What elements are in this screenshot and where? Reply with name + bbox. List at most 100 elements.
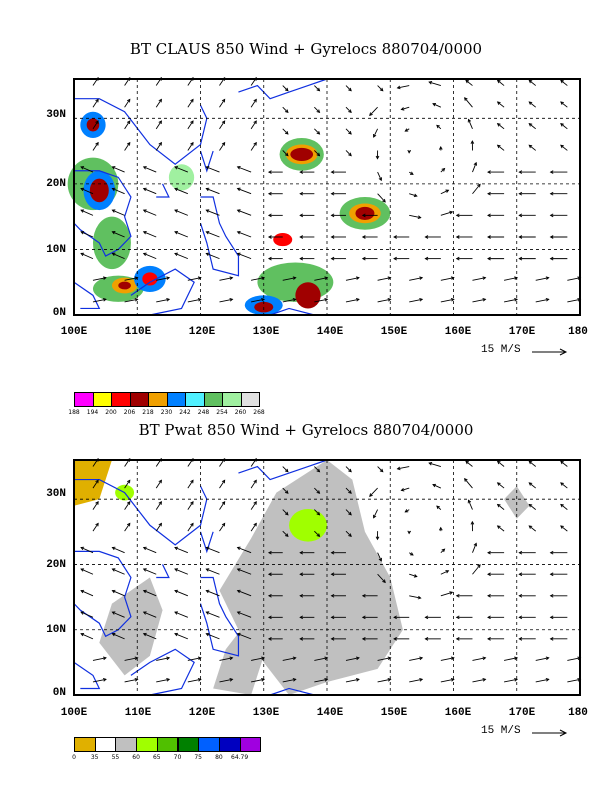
panel1-gridlines [74,79,580,315]
wind-arrow-head [205,611,210,615]
wind-arrow-head [158,501,162,505]
wind-arrow-head [284,511,289,516]
wind-arrow [206,611,220,618]
wind-arrow [206,568,220,575]
wind-arrow-head [197,656,202,661]
wind-arrow-head [514,678,519,682]
wind-arrow [440,189,449,195]
wind-arrow [112,568,125,575]
wind-arrow-head [316,468,321,473]
wind-arrow-head [142,568,147,572]
wind-arrow-head [292,656,297,661]
wind-arrow-head [80,611,85,615]
wind-arrow-head [111,231,116,235]
wind-arrow-head [417,595,422,600]
wind-arrow-head [441,548,446,553]
wind-arrow [535,657,549,661]
wind-arrow-head [496,460,501,465]
wind-arrow-head [174,611,179,615]
wind-arrow-head [174,209,179,213]
coastline [130,648,195,696]
wind-arrow-head [560,503,564,508]
wind-arrow [237,547,252,554]
wind-arrow-head [284,131,289,135]
wind-arrow [528,123,537,130]
wind-arrow [237,633,252,640]
cloud-patch [290,147,314,161]
wind-arrow [345,277,360,281]
wind-arrow-head [221,522,226,527]
wind-arrow-head [407,530,412,535]
wind-arrow-head [379,468,384,473]
wind-arrow [314,150,320,156]
wind-arrow-head [205,209,210,213]
wind-arrow-head [465,79,470,84]
wind-arrow-head [432,483,437,488]
wind-arrow [219,657,233,661]
wind-arrow-head [142,209,147,213]
wind-arrow [567,678,581,683]
wind-arrow [464,97,473,108]
wind-arrow-head [445,570,450,574]
wind-arrow [80,568,94,575]
wind-arrow [345,487,352,494]
wind-arrow [112,231,125,238]
panel2-wind-vectors [80,457,582,683]
wind-arrow [174,633,189,640]
wind-arrow-head [299,550,304,555]
wind-arrow [143,188,157,195]
panel2-map [73,457,582,696]
wind-arrow-head [355,276,360,280]
wind-arrow-head [174,230,179,235]
wind-arrow [560,525,568,532]
wind-arrow-head [299,615,304,620]
cloud-patch [92,216,131,270]
wind-arrow-head [111,568,116,572]
wind-arrow-head [482,678,487,682]
wind-arrow [143,209,157,216]
wind-arrow [440,298,454,303]
wind-arrow [187,298,201,303]
wind-arrow-head [438,526,443,531]
panel2-colorbar-tick-label: 70 [173,754,182,761]
wind-arrow-head [355,678,360,682]
panel2-colorbar-tick-label: 75 [194,754,202,761]
wind-arrow [92,277,107,281]
wind-arrow [174,568,189,575]
wind-arrow-head [361,213,366,218]
wind-arrow [80,166,94,173]
wind-arrow [206,253,220,260]
panel2-colorbar-tick-label: 35 [90,754,99,761]
wind-arrow [314,85,320,92]
wind-arrow-head [299,637,304,641]
wind-arrow [112,611,125,618]
wind-arrow [560,482,568,489]
wind-arrow [250,501,257,510]
wind-arrow [237,166,252,173]
wind-arrow-head [292,276,297,280]
wind-arrow-head [197,678,202,682]
cloud-patch [118,281,131,290]
wind-arrow [504,277,518,281]
wind-arrow-head [299,593,304,598]
wind-arrow-head [355,656,360,661]
wind-arrow [219,523,226,532]
wind-arrow [560,144,568,151]
wind-arrow [377,466,384,473]
wind-arrow-head [438,146,443,150]
wind-arrow-head [348,533,352,538]
wind-arrow [92,657,107,661]
wind-arrow [124,142,131,151]
wind-arrow-head [449,210,454,215]
wind-arrow-head [261,656,266,661]
wind-arrow-head [470,140,475,144]
wind-arrow [206,209,220,216]
wind-arrow [314,487,320,494]
wind-arrow-head [267,213,272,218]
wind-arrow-head [253,522,257,527]
wind-arrow [206,166,220,173]
wind-arrow-head [316,152,321,157]
wind-arrow-head [324,276,329,280]
wind-arrow-head [205,589,210,594]
wind-arrow [409,277,423,281]
